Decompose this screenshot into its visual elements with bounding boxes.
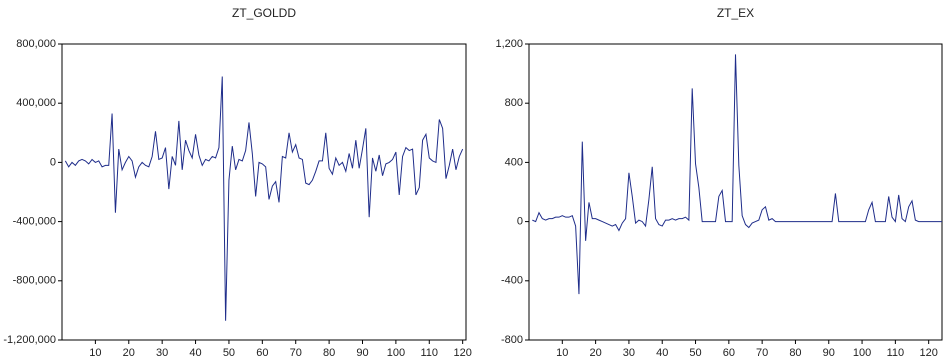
x-tick-label: 50 [689,347,701,359]
x-tick-label: 30 [156,347,168,359]
x-tick-label: 10 [89,347,101,359]
x-tick-label: 60 [256,347,268,359]
y-tick-label: -400,000 [13,216,56,228]
x-tick-label: 20 [123,347,135,359]
y-tick-label: -1,200,000 [3,334,56,346]
y-tick-label: 0 [50,156,56,168]
x-tick-label: 20 [589,347,601,359]
y-tick-label: 400,000 [16,97,56,109]
y-tick-label: -800 [501,334,523,346]
x-tick-label: 70 [756,347,768,359]
x-tick-label: 90 [823,347,835,359]
x-tick-label: 110 [887,347,905,359]
x-tick-label: 100 [387,347,405,359]
x-tick-label: 80 [323,347,335,359]
x-tick-label: 120 [453,347,471,359]
y-tick-label: -400 [501,275,523,287]
data-line [532,54,942,295]
x-tick-label: 50 [223,347,235,359]
y-tick-label: 1,200 [495,38,523,50]
plot-frame [528,43,943,341]
x-tick-label: 30 [623,347,635,359]
x-tick-label: 110 [420,347,438,359]
y-tick-label: 400 [505,156,523,168]
x-tick-label: 10 [556,347,568,359]
x-tick-label: 60 [723,347,735,359]
y-tick-label: -800,000 [13,275,56,287]
y-tick-label: 800 [505,97,523,109]
plot-frame [61,43,467,341]
x-tick-label: 100 [853,347,871,359]
x-tick-label: 40 [656,347,668,359]
y-tick-label: 0 [517,216,523,228]
x-tick-label: 80 [789,347,801,359]
x-tick-label: 40 [189,347,201,359]
chart-title: ZT_EX [717,6,754,20]
x-tick-label: 120 [919,347,937,359]
x-tick-label: 70 [290,347,302,359]
chart-title: ZT_GOLDD [232,6,296,20]
x-tick-label: 90 [356,347,368,359]
data-line [64,76,464,321]
y-tick-label: 800,000 [16,38,56,50]
